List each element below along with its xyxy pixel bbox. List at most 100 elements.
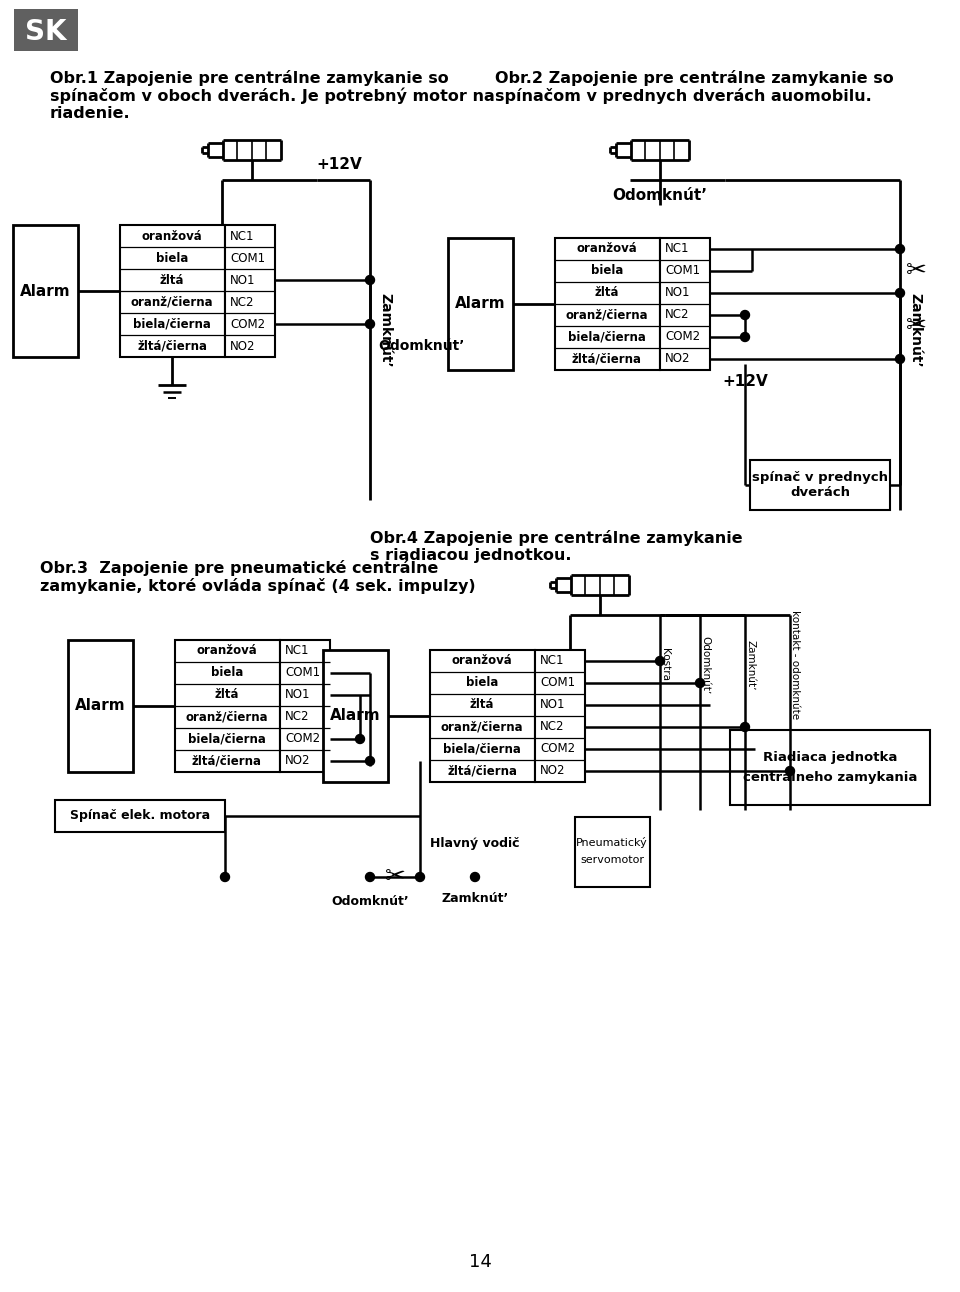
- Text: biela: biela: [211, 667, 243, 680]
- Text: Odomknútʼ: Odomknútʼ: [612, 187, 708, 203]
- Text: NC2: NC2: [665, 309, 689, 322]
- Text: Odomknútʼ: Odomknútʼ: [331, 895, 409, 908]
- Text: biela: biela: [156, 252, 188, 265]
- Text: servomotor: servomotor: [580, 855, 644, 866]
- Bar: [750, 460, 890, 510]
- Text: Kostra: Kostra: [660, 649, 670, 681]
- Text: COM2: COM2: [665, 331, 700, 344]
- Text: biela/čierna: biela/čierna: [444, 743, 521, 756]
- Text: žltá/čierna: žltá/čierna: [447, 765, 517, 778]
- Text: NC1: NC1: [540, 655, 564, 668]
- Text: centrálneho zamykania: centrálneho zamykania: [743, 770, 917, 783]
- Text: s riadiacou jednotkou.: s riadiacou jednotkou.: [370, 548, 571, 563]
- Text: spínačom v oboch dverách. Je potrebný motor na: spínačom v oboch dverách. Je potrebný mo…: [50, 88, 494, 105]
- Circle shape: [470, 872, 479, 881]
- Text: NO1: NO1: [540, 699, 565, 712]
- Text: oranžová: oranžová: [197, 645, 257, 658]
- Text: NC2: NC2: [230, 296, 254, 309]
- Bar: [175, 640, 280, 773]
- Text: COM1: COM1: [540, 677, 575, 690]
- Text: COM2: COM2: [540, 743, 575, 756]
- Text: Riadiaca jednotka: Riadiaca jednotka: [763, 751, 898, 764]
- Text: ✂: ✂: [905, 314, 926, 339]
- Bar: [535, 650, 585, 782]
- Circle shape: [896, 244, 904, 253]
- Text: Spínač elek. motora: Spínač elek. motora: [70, 810, 210, 823]
- Text: žltá/čierna: žltá/čierna: [192, 755, 262, 767]
- Text: spínačom v prednych dverách auomobilu.: spínačom v prednych dverách auomobilu.: [495, 88, 872, 103]
- Text: žltá: žltá: [215, 689, 239, 702]
- Text: Pneumatický: Pneumatický: [576, 836, 648, 848]
- Text: spínač v prednych: spínač v prednych: [752, 470, 888, 483]
- Text: COM2: COM2: [230, 318, 265, 331]
- Bar: [448, 238, 513, 370]
- Text: Alarm: Alarm: [75, 699, 126, 713]
- Text: žltá/čierna: žltá/čierna: [572, 353, 642, 366]
- Text: žltá: žltá: [595, 287, 619, 300]
- Text: ✂: ✂: [385, 866, 405, 889]
- Circle shape: [656, 656, 664, 665]
- Text: oranž/čierna: oranž/čierna: [441, 721, 523, 734]
- Text: žltá/čierna: žltá/čierna: [137, 340, 207, 353]
- Circle shape: [740, 722, 750, 731]
- Text: biela/čierna: biela/čierna: [133, 318, 211, 331]
- Bar: [68, 640, 133, 773]
- Text: NO1: NO1: [285, 689, 310, 702]
- Circle shape: [740, 310, 750, 319]
- Circle shape: [366, 757, 374, 765]
- Text: Obr.4 Zapojenie pre centrálne zamykanie: Obr.4 Zapojenie pre centrálne zamykanie: [370, 530, 743, 547]
- Text: Obr.3  Zapojenie pre pneumatické centrálne: Obr.3 Zapojenie pre pneumatické centráln…: [40, 559, 439, 576]
- Circle shape: [366, 319, 374, 328]
- Text: COM1: COM1: [230, 252, 265, 265]
- Bar: [575, 817, 650, 888]
- Circle shape: [740, 332, 750, 341]
- Circle shape: [366, 872, 374, 881]
- Text: oranž/čierna: oranž/čierna: [185, 711, 268, 724]
- Text: Zamknútʼ: Zamknútʼ: [442, 891, 509, 904]
- Circle shape: [221, 872, 229, 881]
- Text: Zamknútʼ: Zamknútʼ: [908, 293, 922, 367]
- Text: NC1: NC1: [285, 645, 309, 658]
- Text: NO2: NO2: [230, 340, 255, 353]
- Bar: [730, 730, 930, 805]
- Bar: [660, 238, 710, 370]
- Bar: [14, 9, 78, 50]
- Text: +12V: +12V: [316, 158, 362, 172]
- Text: Hlavný vodič: Hlavný vodič: [430, 837, 519, 850]
- Text: COM1: COM1: [285, 667, 320, 680]
- Circle shape: [355, 734, 365, 743]
- Text: COM1: COM1: [665, 265, 700, 278]
- Circle shape: [695, 678, 705, 687]
- Text: riadenie.: riadenie.: [50, 106, 131, 121]
- Circle shape: [416, 872, 424, 881]
- Text: žltá: žltá: [159, 274, 184, 287]
- Bar: [120, 225, 225, 357]
- Text: biela/čierna: biela/čierna: [188, 733, 266, 745]
- Text: žltá: žltá: [469, 699, 494, 712]
- Text: Obr.1 Zapojenie pre centrálne zamykanie so: Obr.1 Zapojenie pre centrálne zamykanie …: [50, 70, 448, 87]
- Text: kontakt - odomknútе: kontakt - odomknútе: [790, 610, 800, 720]
- Text: biela: biela: [466, 677, 498, 690]
- Text: Odomknútʼ: Odomknútʼ: [700, 636, 710, 694]
- Text: NO2: NO2: [540, 765, 565, 778]
- Text: biela: biela: [590, 265, 623, 278]
- Circle shape: [366, 275, 374, 284]
- Text: Zamknútʼ: Zamknútʼ: [378, 293, 392, 367]
- Text: COM2: COM2: [285, 733, 320, 745]
- Text: 14: 14: [468, 1253, 492, 1271]
- Circle shape: [896, 288, 904, 297]
- Text: Alarm: Alarm: [455, 296, 505, 311]
- Text: oranžová: oranžová: [142, 230, 203, 243]
- Text: Obr.2 Zapojenie pre centrálne zamykanie so: Obr.2 Zapojenie pre centrálne zamykanie …: [495, 70, 894, 87]
- Bar: [55, 800, 225, 832]
- Text: Alarm: Alarm: [20, 283, 70, 298]
- Text: +12V: +12V: [722, 373, 768, 389]
- Text: NO2: NO2: [285, 755, 310, 767]
- Text: NO1: NO1: [230, 274, 255, 287]
- Bar: [13, 225, 78, 357]
- Circle shape: [785, 766, 795, 775]
- Text: zamykanie, ktoré ovláda spínač (4 sek. impulzy): zamykanie, ktoré ovláda spínač (4 sek. i…: [40, 578, 475, 594]
- Text: oranž/čierna: oranž/čierna: [565, 309, 648, 322]
- Text: NO2: NO2: [665, 353, 690, 366]
- Text: Odomknútʼ: Odomknútʼ: [378, 339, 465, 353]
